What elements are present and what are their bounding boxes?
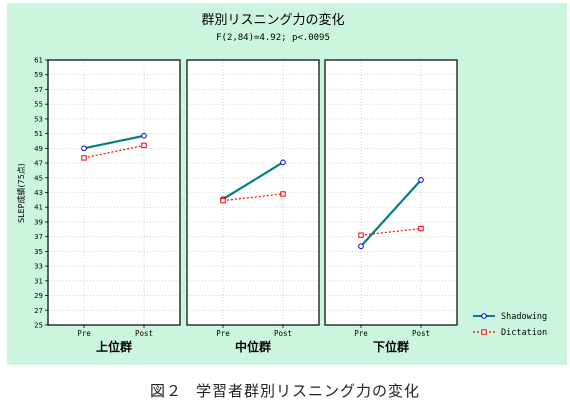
plot-frame (324, 59, 458, 326)
y-tick-label: 61 (34, 57, 43, 65)
y-tick-label: 51 (34, 130, 43, 138)
data-point-dictation (141, 142, 147, 149)
y-tick-label: 31 (34, 277, 43, 285)
y-tick-label: 39 (34, 218, 43, 226)
y-tick-label: 45 (34, 174, 43, 182)
series-line-shadowing (222, 161, 284, 201)
x-tick-label: Pre (216, 329, 230, 338)
legend-label: Shadowing (501, 312, 547, 322)
data-point-shadowing (418, 177, 424, 183)
data-point-shadowing (81, 145, 87, 152)
x-tick-label: Post (412, 329, 430, 338)
legend-marker (481, 329, 487, 335)
data-point-shadowing (280, 159, 286, 166)
y-tick-label: 43 (34, 189, 43, 197)
data-point-dictation (358, 232, 364, 238)
data-point-dictation (220, 197, 226, 204)
legend-marker (481, 313, 487, 319)
data-point-dictation (81, 155, 87, 161)
y-tick-label: 53 (34, 115, 43, 123)
x-tick-label: Pre (77, 329, 91, 338)
y-tick-label: 27 (34, 307, 43, 315)
x-tick-label: Pre (354, 329, 368, 338)
series-line-shadowing (360, 179, 422, 247)
data-point-shadowing (141, 133, 147, 139)
chart: 群別リスニング力の変化 F(2,84)=4.92; p<.0095 SLEP成績… (16, 12, 547, 354)
x-tick-label: Post (274, 329, 292, 338)
chart-panel: 群別リスニング力の変化 F(2,84)=4.92; p<.0095 SLEP成績… (7, 3, 567, 365)
y-tick-label: 29 (34, 292, 43, 300)
panel-label: 下位群 (373, 339, 409, 354)
y-tick-label: 55 (34, 101, 43, 109)
y-tick-label: 35 (34, 248, 43, 256)
data-point-shadowing (358, 243, 364, 250)
subplot-1: 25 27 29 31 33 35 37 39 41 43 45 47 49 51 53 55 57 59 61 Pr… (34, 57, 181, 354)
chart-subtitle: F(2,84)=4.92; p<.0095 (216, 33, 330, 43)
data-point-dictation (280, 191, 286, 197)
chart-title: 群別リスニング力の変化 (201, 12, 344, 28)
legend-label: Dictation (501, 328, 547, 338)
legend-item-shadowing: Shadowing (473, 312, 547, 322)
x-tick-label: Post (135, 329, 153, 338)
data-point-dictation (418, 225, 424, 232)
figure-number: 図２ (149, 382, 182, 400)
y-tick-label: 37 (34, 233, 43, 241)
figure-caption-text: 学習者群別リスニング力の変化 (196, 382, 421, 400)
y-tick-label: 33 (34, 263, 43, 271)
y-axis-label: SLEP成績(75点) (16, 163, 26, 223)
y-tick-label: 41 (34, 204, 43, 212)
figure-caption: 図２ 学習者群別リスニング力の変化 (0, 380, 570, 401)
series-line-shadowing (83, 134, 145, 150)
plot-frame (186, 59, 320, 326)
y-tick-label: 25 (34, 322, 43, 330)
y-tick-label: 47 (34, 160, 43, 168)
panel-label: 中位群 (235, 339, 271, 354)
panel-label: 上位群 (96, 339, 132, 354)
y-tick-label: 57 (34, 86, 43, 94)
y-tick-label: 49 (34, 145, 43, 153)
y-tick-label: 59 (34, 71, 43, 79)
legend-item-dictation: Dictation (473, 328, 547, 338)
